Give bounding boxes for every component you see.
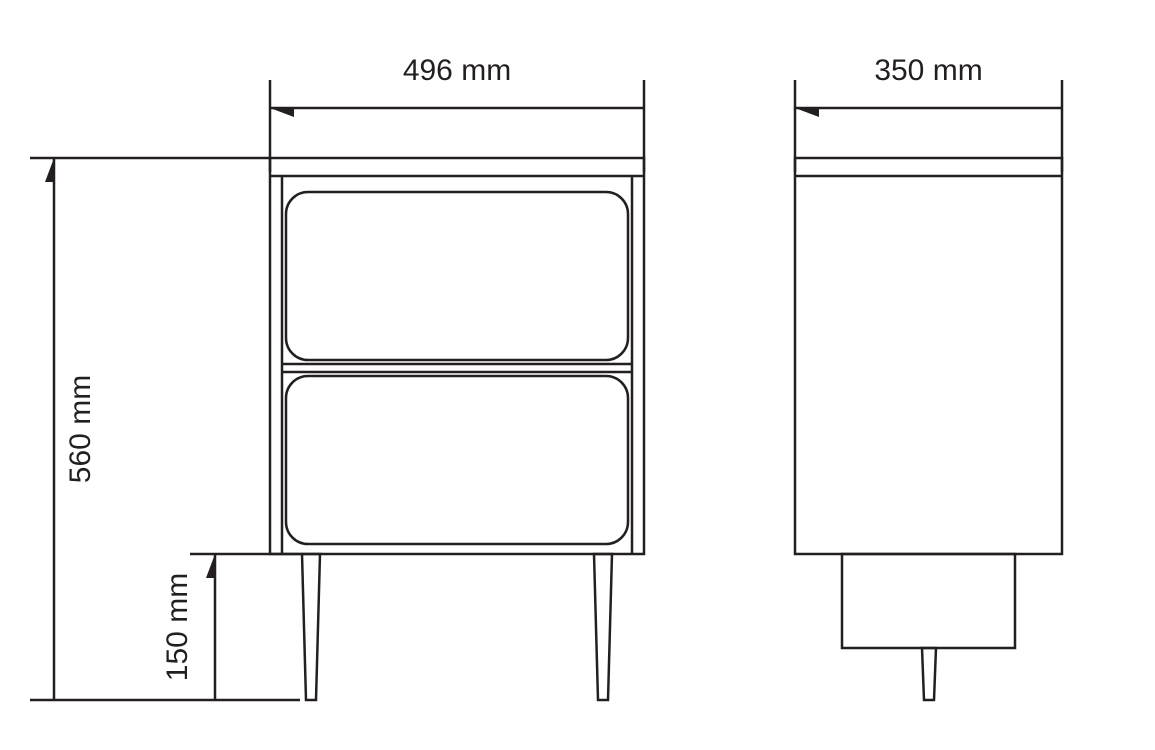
dimensions.height_label: 560 mm <box>64 375 97 483</box>
front-leg-right <box>594 554 612 700</box>
dimensions.leg_label: 150 mm <box>161 573 194 681</box>
front-outer <box>270 158 644 554</box>
front-leg-left <box>302 554 320 700</box>
front-drawer-2 <box>286 376 628 544</box>
dimensions.depth_label: 350 mm <box>874 54 982 87</box>
side-base <box>842 554 1015 648</box>
dimensions.width_label: 496 mm <box>403 54 511 87</box>
side-leg <box>922 648 936 700</box>
front-drawer-1 <box>286 192 628 360</box>
side-outer <box>795 158 1062 554</box>
